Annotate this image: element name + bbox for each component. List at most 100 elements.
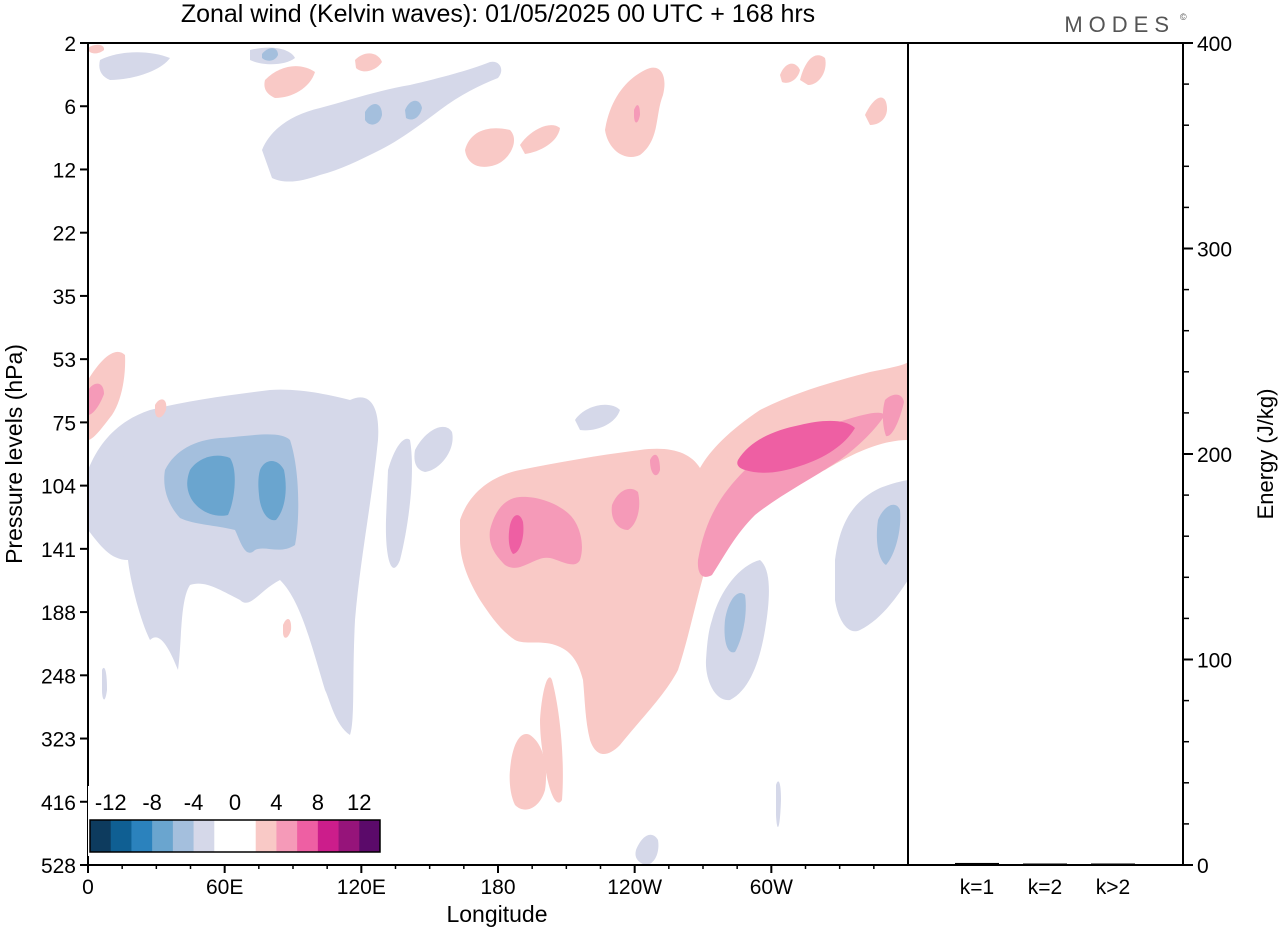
y-tick-label: 323 <box>41 729 76 752</box>
colorbar-label: 12 <box>347 790 371 815</box>
colorbar-label: 4 <box>270 790 282 815</box>
contour-neg-blob-mid <box>575 404 620 431</box>
colorbar-swatch <box>255 820 277 852</box>
colorbar-frame <box>89 819 381 853</box>
contour-pos-west-edge-core <box>88 383 104 415</box>
brand-logo: MODES <box>1064 12 1175 37</box>
contour-pos-small-b <box>283 618 292 638</box>
contour-neg-blob-bottom <box>635 834 659 865</box>
y-tick-label: 416 <box>41 792 76 815</box>
contour-neg-upper-top <box>99 52 170 80</box>
energy-categories: k=1 k=2 k>2 <box>960 876 1130 899</box>
contour-pos-upper-g <box>800 55 826 85</box>
contour-pos-upper-a <box>264 66 315 98</box>
contour-pos-upper-f <box>780 63 800 83</box>
contour-neg-west-core-a <box>187 455 235 516</box>
colorbar-swatch <box>235 820 257 852</box>
contour-pos-inner-b <box>508 515 524 554</box>
colorbar-swatch <box>276 820 298 852</box>
x-tick-label: 120E <box>337 876 386 899</box>
x-tick-label: 60E <box>206 876 243 899</box>
contour-pos-mid-c <box>697 412 885 577</box>
energy-tick-label: 0 <box>1197 855 1209 878</box>
colorbar-swatch <box>214 820 236 852</box>
colorbar: -12 -8 -4 0 4 8 12 <box>88 786 382 856</box>
y-tick-label: 2 <box>64 33 76 56</box>
contour-pos-mid-b <box>611 488 640 530</box>
contour-pos-upper-i <box>88 44 105 54</box>
energy-bars <box>955 862 1135 865</box>
y-tick-label: 22 <box>53 223 76 246</box>
contour-pos-inner-a <box>737 420 855 473</box>
contour-neg-west-core-b <box>258 461 286 521</box>
y-tick-label: 6 <box>64 96 76 119</box>
colorbar-swatch <box>90 820 112 852</box>
contour-pos-mid-d <box>650 454 660 476</box>
contour-neg-east-core <box>876 504 901 565</box>
y-tick-label: 104 <box>41 476 76 499</box>
colorbar-swatch <box>110 820 132 852</box>
x-tick-label: 120W <box>607 876 662 899</box>
y-tick-label: 248 <box>41 665 76 688</box>
contour-pos-upper-b <box>355 53 382 72</box>
chart-title: Zonal wind (Kelvin waves): 01/05/2025 00… <box>181 0 815 28</box>
contour-neg-tiny-b <box>776 781 781 827</box>
x-tick-label: 180 <box>480 876 515 899</box>
contour-neg-upper-band <box>262 61 502 182</box>
colorbar-label: 8 <box>312 790 324 815</box>
energy-axis-label: Energy (J/kg) <box>1253 389 1278 520</box>
colorbar-swatch <box>297 820 319 852</box>
contour-neg-upper-core-a <box>365 104 382 125</box>
pressure-axis: 2 6 12 22 35 53 75 104 141 188 248 323 416 528 <box>41 33 88 878</box>
contour-neg-west-blob <box>414 426 453 472</box>
contour-field <box>88 44 908 865</box>
longitude-axis: 0 60E 120E 180 120W 60W <box>82 865 875 899</box>
energy-bar <box>955 862 999 865</box>
colorbar-label: -8 <box>142 790 162 815</box>
contour-neg-upper-core-b <box>405 100 422 120</box>
y-tick-label: 53 <box>53 349 76 372</box>
y-axis-label: Pressure levels (hPa) <box>1 344 27 564</box>
contour-pos-upper-c <box>465 128 515 167</box>
energy-bar <box>1023 863 1067 865</box>
colorbar-label: 0 <box>229 790 241 815</box>
contour-pos-upper-e-core <box>634 105 640 123</box>
x-tick-label: 0 <box>82 876 94 899</box>
colorbar-swatch <box>152 820 174 852</box>
colorbar-swatch <box>193 820 215 852</box>
contour-neg-upper-core-c <box>262 48 278 61</box>
energy-tick-label: 200 <box>1197 444 1232 467</box>
colorbar-label: -4 <box>184 790 204 815</box>
energy-tick-label: 100 <box>1197 650 1232 673</box>
contour-pos-upper-right <box>700 457 740 485</box>
contour-pos-west-edge <box>88 351 126 440</box>
colorbar-swatch <box>338 820 360 852</box>
contour-neg-lower-core <box>724 592 746 653</box>
y-tick-label: 188 <box>41 602 76 625</box>
energy-category-label: k=2 <box>1028 876 1062 899</box>
contour-pos-small-a <box>155 399 167 418</box>
y-tick-label: 528 <box>41 855 76 878</box>
energy-tick-label: 300 <box>1197 239 1232 262</box>
colorbar-swatch <box>172 820 195 852</box>
contour-neg-west-strip <box>385 438 412 568</box>
energy-axis: 0 100 200 300 400 <box>1183 33 1232 878</box>
contour-pos-lower-b <box>540 677 563 803</box>
colorbar-swatch <box>359 820 381 852</box>
contour-pos-mid-e <box>882 394 904 437</box>
x-axis-label: Longitude <box>446 901 547 927</box>
energy-bar <box>1091 863 1135 865</box>
y-tick-label: 12 <box>53 159 76 182</box>
y-tick-label: 75 <box>53 412 76 435</box>
colorbar-swatch <box>131 820 153 852</box>
contour-neg-tiny-c <box>118 451 125 475</box>
energy-category-label: k>2 <box>1096 876 1130 899</box>
contour-neg-east <box>835 480 908 632</box>
contour-pos-upper-d <box>520 125 560 154</box>
colorbar-swatch <box>317 820 340 852</box>
colorbar-label: -12 <box>95 790 127 815</box>
energy-category-label: k=1 <box>960 876 994 899</box>
x-tick-label: 60W <box>750 876 793 899</box>
brand-mark: © <box>1180 12 1187 22</box>
